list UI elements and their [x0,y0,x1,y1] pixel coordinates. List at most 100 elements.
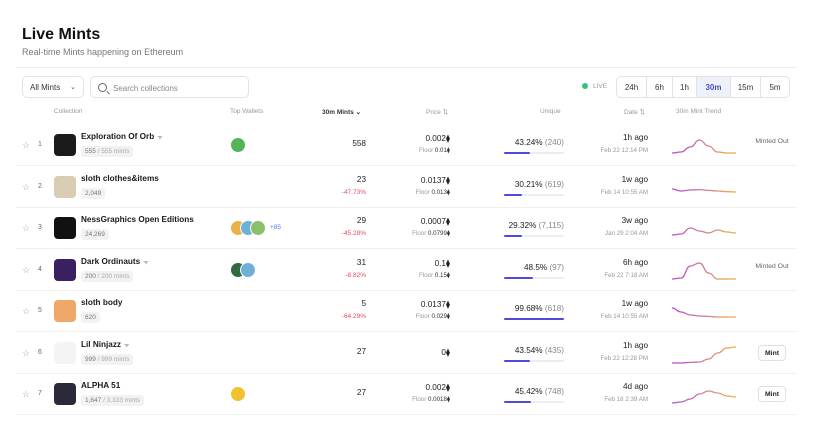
unique-count: (618) [544,304,564,313]
mint-trend-sparkline [672,390,736,404]
wallet-avatar[interactable] [240,261,256,278]
table-row[interactable]: ☆ 2 sloth clothes&items 2,049 23 -47.73% 0.013… [16,167,797,208]
floor-price: Floor 0.0018⧫ [382,396,450,403]
time-filter-6h[interactable]: 6h [647,77,673,97]
unique-count: (240) [544,138,564,147]
favorite-star-icon[interactable]: ☆ [22,223,31,233]
wallets-more-count[interactable]: +85 [270,224,282,231]
unique-percent: 48.5% [523,262,548,272]
collection-name-text: Lil Ninjazz [81,339,122,349]
mints-change: -64.29% [341,313,366,320]
minted-count-badge: 620 [81,312,100,323]
table-row[interactable]: ☆ 5 sloth body 620 5 -64.29% 0.0137⧫ Floor 0.02… [16,291,797,332]
time-filter-30m[interactable]: 30m [697,77,731,97]
mints-count: 27 [356,388,366,397]
collection-name[interactable]: ALPHA 51 [81,381,120,390]
minted-count-badge: 555 / 555 mints [81,146,134,157]
floor-value: 0.01⧫ [434,147,450,154]
favorite-star-icon[interactable]: ☆ [22,389,31,399]
unique-progress-bar [504,235,564,237]
live-label: LIVE [593,83,608,90]
mint-date: Feb 22 7:18 AM [604,271,648,279]
floor-value: 0.0799⧫ [428,230,450,237]
collection-name-text: Dark Ordinauts [81,256,141,266]
signal-icon: ᯤ [157,135,163,141]
mint-price: 0.0137⧫ [420,175,450,185]
wallet-avatar[interactable] [230,137,246,153]
mint-trend-sparkline [672,261,736,280]
mint-button[interactable]: Mint [758,386,786,402]
col-mints[interactable]: 30m Mints ⌄ [322,109,362,116]
mints-change: -47.73% [341,188,366,196]
table-row[interactable]: ☆ 3 NessGraphics Open Editions 24,269 +85 29 -… [16,208,797,249]
row-rank: 1 [38,141,42,148]
minted-total: / 555 mints [97,148,130,155]
mint-date: Feb 18 2:39 AM [604,396,648,403]
floor-price: Floor 0.013⧫ [382,189,450,196]
collection-thumbnail[interactable] [54,383,76,405]
collection-name[interactable]: Dark Ordinauts ᯤ [81,257,149,266]
unique-percent: 29.32% [508,221,537,230]
unique-percent: 99.68% [514,304,543,313]
header-divider [16,67,797,68]
time-filter-1h[interactable]: 1h [673,77,697,97]
unique-progress-fill [504,152,530,154]
minted-total: / 999 mints [97,355,130,363]
mint-trend-sparkline [672,307,736,318]
collection-thumbnail[interactable] [54,134,76,156]
mint-filter-label: All Mints [30,83,61,92]
collection-thumbnail[interactable] [54,258,76,281]
mint-date: Feb 22 12:28 PM [600,354,648,362]
search-box[interactable] [90,76,249,98]
collection-name[interactable]: sloth clothes&items [81,174,159,183]
minted-count: 24,269 [85,231,105,238]
time-filter-15m[interactable]: 15m [731,77,761,97]
mint-trend-line [672,187,736,193]
time-filter-5m[interactable]: 5m [769,83,781,92]
favorite-star-icon[interactable]: ☆ [22,181,31,192]
favorite-star-icon[interactable]: ☆ [22,264,31,275]
table-row[interactable]: ☆ 1 Exploration Of Orb ᯤ 555 / 555 mints 558 0… [16,125,797,166]
time-filter-24h[interactable]: 24h [617,77,647,97]
time-filter-group: 24h 6h 1h 30m 15m 5m [616,76,790,98]
wallet-avatar[interactable] [250,220,266,236]
unique-percent: 43.54% [514,345,543,355]
mint-date: Feb 22 12:14 PM [600,147,648,154]
collection-thumbnail[interactable] [54,300,76,322]
mint-button[interactable]: Mint [758,344,786,361]
table-row[interactable]: ☆ 7 ALPHA 51 1,647 / 3,333 mints 27 0.002⧫ Flo… [16,374,797,415]
col-date[interactable]: Date ⇅ [624,109,645,116]
favorite-star-icon[interactable]: ☆ [22,347,31,358]
table-row[interactable]: ☆ 6 Lil Ninjazz ᯤ 999 / 999 mints 27 0⧫ 43.54% … [16,333,797,374]
mint-trend-line [672,227,736,236]
mint-age: 1h ago [622,340,648,350]
collection-name[interactable]: NessGraphics Open Editions [81,215,194,224]
collection-name[interactable]: sloth body [81,298,122,307]
col-collection[interactable]: Collection [54,108,83,115]
collection-thumbnail[interactable] [54,175,76,198]
unique-holders: 43.24% (240) [490,138,564,147]
collection-name[interactable]: Exploration Of Orb ᯤ [81,132,163,141]
table-row[interactable]: ☆ 4 Dark Ordinauts ᯤ 200 / 200 mints 31 -8.82%… [16,250,797,291]
collection-thumbnail[interactable] [54,217,76,239]
minted-count: 2,049 [85,189,102,197]
row-rank: 2 [38,182,42,190]
collection-thumbnail[interactable] [54,341,76,364]
favorite-star-icon[interactable]: ☆ [22,306,31,316]
unique-count: (7,115) [538,221,564,230]
mint-filter-dropdown[interactable]: All Mints ⌄ [22,76,84,98]
collection-name[interactable]: Lil Ninjazz ᯤ [81,340,130,349]
wallet-avatar[interactable] [230,386,246,402]
favorite-star-icon[interactable]: ☆ [22,140,31,150]
mint-age: 6h ago [622,257,648,267]
signal-icon: ᯤ [143,259,149,266]
mint-price: 0⧫ [441,347,450,357]
col-top-wallets: Top Wallets [230,108,264,115]
mints-change: -45.28% [341,230,366,237]
unique-progress-bar [504,359,564,362]
col-price[interactable]: Price ⇅ [426,109,449,116]
floor-value: 0.029⧫ [431,313,450,320]
mints-count: 31 [356,257,366,267]
search-input[interactable] [113,82,243,94]
unique-progress-bar [504,276,564,279]
